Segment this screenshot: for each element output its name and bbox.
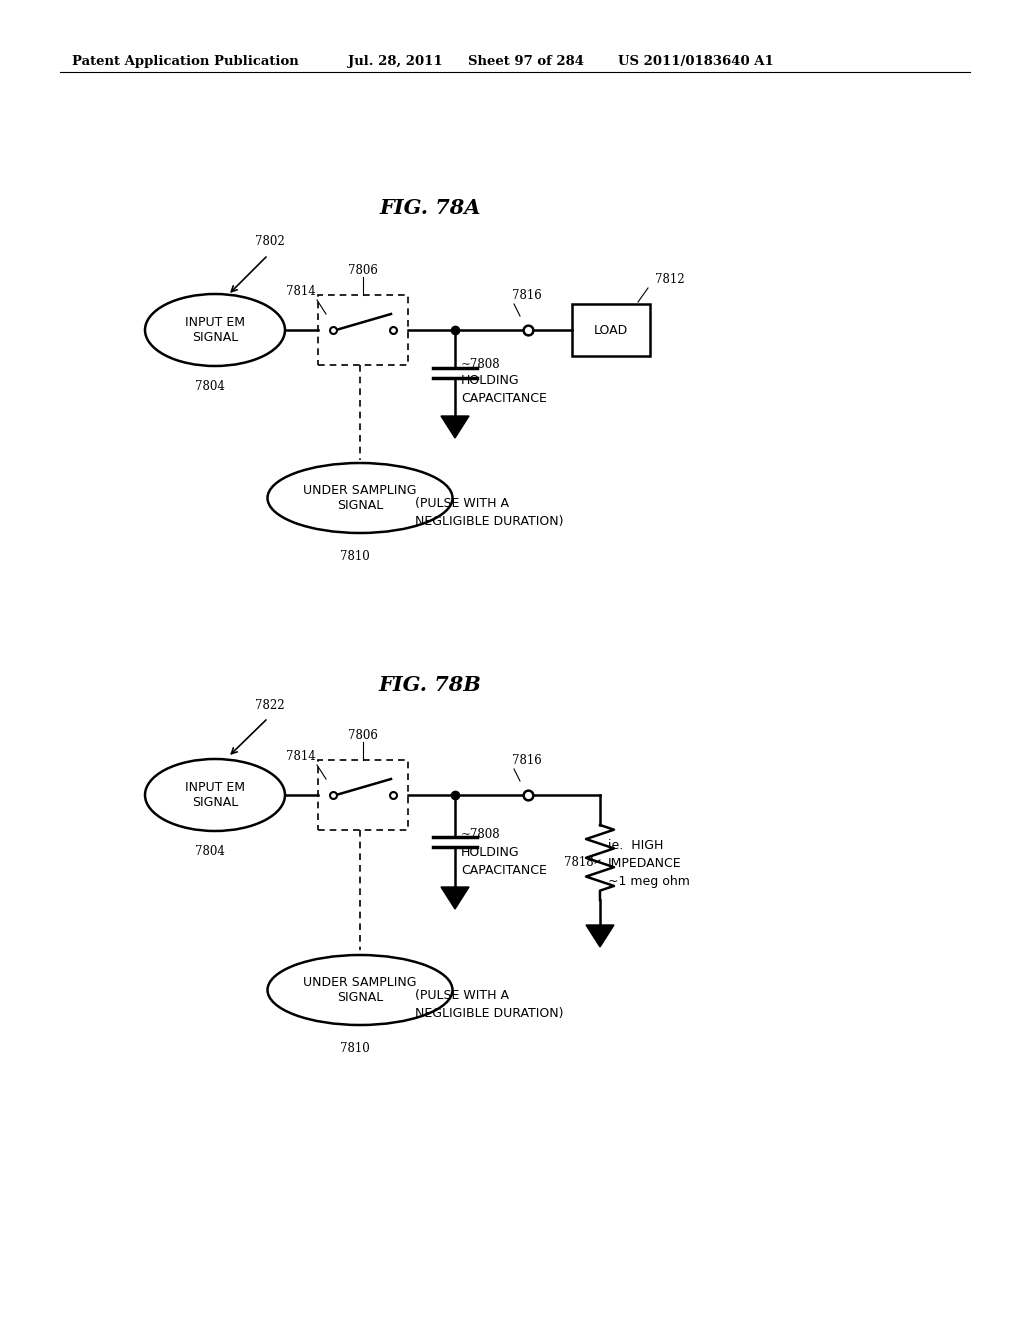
Text: 7822: 7822 [255, 700, 285, 711]
Text: HOLDING
CAPACITANCE: HOLDING CAPACITANCE [461, 846, 547, 876]
Bar [318, 294, 408, 366]
Polygon shape [586, 925, 614, 946]
Polygon shape [441, 887, 469, 909]
Text: INPUT EM
SIGNAL: INPUT EM SIGNAL [185, 315, 245, 345]
Text: 7818: 7818 [564, 857, 594, 870]
Text: Patent Application Publication: Patent Application Publication [72, 55, 299, 69]
Text: Sheet 97 of 284: Sheet 97 of 284 [468, 55, 584, 69]
Text: 7806: 7806 [348, 729, 378, 742]
Text: 7810: 7810 [340, 550, 370, 564]
Text: UNDER SAMPLING
SIGNAL: UNDER SAMPLING SIGNAL [303, 484, 417, 512]
Bar [318, 760, 408, 830]
Text: INPUT EM
SIGNAL: INPUT EM SIGNAL [185, 781, 245, 809]
Text: 7804: 7804 [195, 380, 225, 393]
Text: 7814: 7814 [287, 750, 316, 763]
Text: ~7808: ~7808 [461, 828, 501, 841]
Text: 7810: 7810 [340, 1041, 370, 1055]
Text: 7814: 7814 [287, 285, 316, 298]
Text: 7806: 7806 [348, 264, 378, 277]
Bar [572, 304, 650, 356]
Text: FIG. 78A: FIG. 78A [379, 198, 480, 218]
Text: HOLDING
CAPACITANCE: HOLDING CAPACITANCE [461, 375, 547, 405]
Text: 7816: 7816 [512, 289, 542, 302]
Text: Jul. 28, 2011: Jul. 28, 2011 [348, 55, 442, 69]
Text: 7804: 7804 [195, 845, 225, 858]
Text: ie.  HIGH
IMPEDANCE
~1 meg ohm: ie. HIGH IMPEDANCE ~1 meg ohm [608, 840, 690, 888]
Text: 7802: 7802 [255, 235, 285, 248]
Text: 7816: 7816 [512, 754, 542, 767]
Text: (PULSE WITH A
NEGLIGIBLE DURATION): (PULSE WITH A NEGLIGIBLE DURATION) [415, 989, 563, 1019]
Text: FIG. 78B: FIG. 78B [379, 675, 481, 696]
Text: LOAD: LOAD [594, 323, 628, 337]
Text: UNDER SAMPLING
SIGNAL: UNDER SAMPLING SIGNAL [303, 975, 417, 1005]
Polygon shape [441, 416, 469, 438]
Text: (PULSE WITH A
NEGLIGIBLE DURATION): (PULSE WITH A NEGLIGIBLE DURATION) [415, 496, 563, 528]
Text: 7812: 7812 [655, 273, 685, 286]
Text: US 2011/0183640 A1: US 2011/0183640 A1 [618, 55, 774, 69]
Text: ~7808: ~7808 [461, 359, 501, 371]
